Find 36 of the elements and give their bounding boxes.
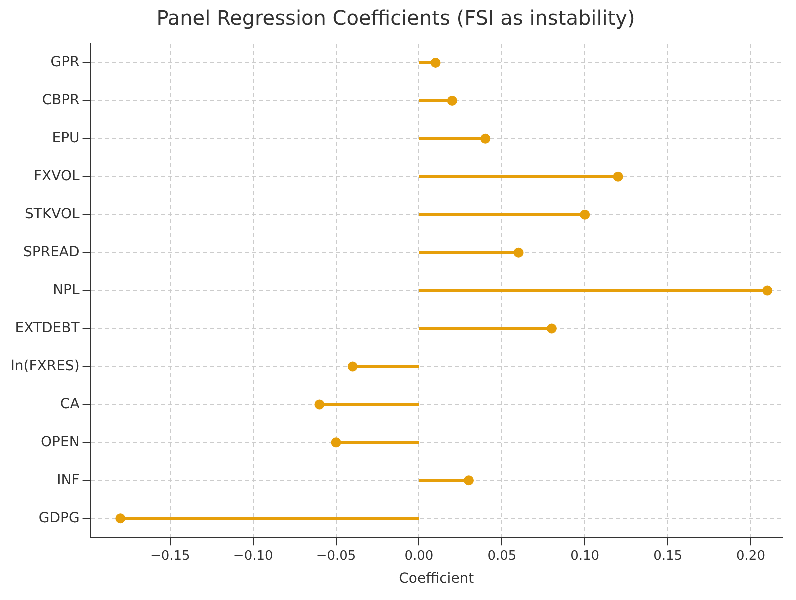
x-tick-label: 0.20	[736, 548, 766, 564]
point	[447, 96, 458, 106]
x-tick-label: 0.15	[654, 548, 683, 564]
y-tick-label: SPREAD	[24, 244, 80, 260]
point	[464, 476, 474, 486]
y-tick-label: GPR	[50, 54, 80, 71]
y-tick-label: CBPR	[42, 92, 80, 109]
y-tick-label: GDPG	[38, 510, 80, 526]
y-tick-label: ln(FXRES)	[10, 358, 80, 374]
x-tick-label: 0.00	[404, 548, 434, 564]
x-tick-label: 0.10	[570, 548, 600, 564]
point	[546, 324, 557, 334]
point	[331, 438, 342, 448]
y-tick-label: OPEN	[41, 434, 80, 450]
point	[580, 210, 590, 220]
point	[116, 514, 126, 524]
point	[613, 172, 624, 182]
point	[314, 400, 325, 410]
y-tick-label: NPL	[53, 282, 80, 298]
point	[514, 248, 524, 258]
point	[430, 58, 441, 68]
x-axis-title: Coefficient	[399, 571, 475, 588]
x-tick-label: 0.05	[488, 548, 517, 564]
x-tick-label: −0.05	[316, 548, 356, 564]
point	[762, 286, 773, 296]
y-tick-label: FXVOL	[34, 168, 80, 185]
chart-title: Panel Regression Coefficients (FSI as instability)	[156, 6, 636, 30]
y-tick-label: EXTDEBT	[15, 320, 80, 336]
y-tick-label: CA	[60, 396, 80, 412]
x-tick-label: −0.15	[150, 548, 190, 564]
y-tick-label: EPU	[52, 130, 80, 147]
point	[480, 134, 491, 144]
y-tick-label: STKVOL	[25, 206, 80, 222]
point	[348, 362, 358, 372]
y-tick-label: INF	[57, 472, 80, 488]
x-tick-label: −0.10	[233, 548, 274, 564]
